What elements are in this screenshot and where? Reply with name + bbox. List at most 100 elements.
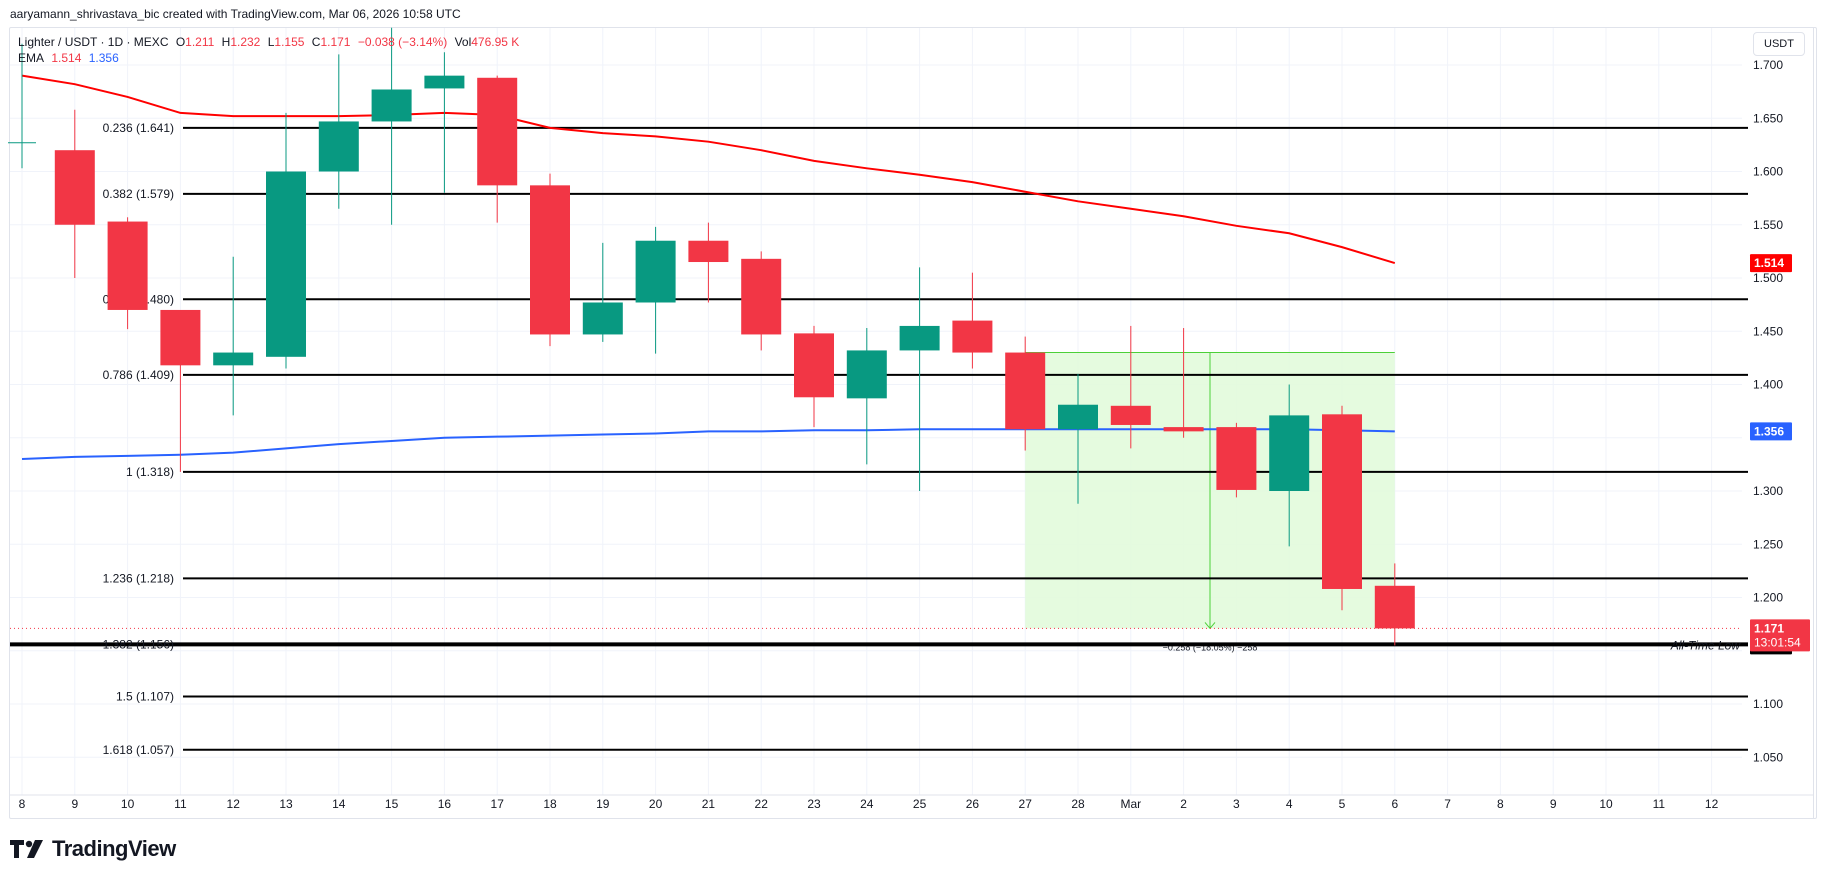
time-tick: 21 <box>702 797 716 811</box>
chart-legend: Lighter / USDT · 1D · MEXC O1.211 H1.232… <box>18 34 523 66</box>
price-tick: 1.500 <box>1753 271 1783 285</box>
price-tick: 1.700 <box>1753 58 1783 72</box>
price-tick: 1.250 <box>1753 537 1783 551</box>
time-tick: 19 <box>596 797 610 811</box>
price-tick: 1.100 <box>1753 697 1783 711</box>
candle[interactable] <box>688 222 729 303</box>
fib-level-label: 0.236 (1.641) <box>103 121 174 135</box>
candle[interactable] <box>1005 336 1046 451</box>
time-tick: 13 <box>279 797 293 811</box>
fib-level-label: 0.786 (1.409) <box>103 368 174 382</box>
candle[interactable] <box>1058 373 1098 504</box>
time-tick: 23 <box>807 797 821 811</box>
candle[interactable] <box>741 251 782 351</box>
time-tick: 6 <box>1391 797 1398 811</box>
time-axis[interactable]: 8 9 10 11 12 13 14 15 16 17 18 19 20 21 22 23 24 25 26 27 28… <box>19 797 1719 811</box>
price-axis-divider <box>1813 28 1814 818</box>
time-tick: 9 <box>1550 797 1557 811</box>
candle[interactable] <box>1110 325 1151 449</box>
time-tick: 15 <box>385 797 399 811</box>
chart-frame <box>9 27 1817 819</box>
candle[interactable] <box>1269 384 1310 547</box>
svg-text:1.171: 1.171 <box>1754 621 1784 635</box>
candle[interactable] <box>107 217 148 330</box>
time-tick: 7 <box>1444 797 1451 811</box>
price-tick: 1.300 <box>1753 484 1783 498</box>
candle[interactable] <box>371 27 412 225</box>
grid <box>10 28 1742 795</box>
tradingview-brand: TradingView <box>52 836 176 861</box>
candle[interactable] <box>1374 563 1415 646</box>
time-tick: 25 <box>913 797 927 811</box>
time-tick: 26 <box>966 797 980 811</box>
candle[interactable] <box>1322 405 1362 611</box>
time-tick: 24 <box>860 797 874 811</box>
price-tick: 1.050 <box>1753 750 1783 764</box>
time-tick: 20 <box>649 797 663 811</box>
all-time-low-annotation[interactable]: All-Time Low <box>1655 638 1742 652</box>
ema-long-price-badge: 1.514 <box>1750 254 1792 273</box>
candle[interactable] <box>846 328 887 465</box>
candle[interactable] <box>477 75 518 223</box>
close-value: C1.171 <box>311 35 351 49</box>
candle[interactable] <box>160 309 201 472</box>
candle[interactable] <box>8 43 36 169</box>
svg-text:1.356: 1.356 <box>1754 424 1784 438</box>
time-tick: 27 <box>1019 797 1033 811</box>
price-tick: 1.450 <box>1753 324 1783 338</box>
time-tick: 2 <box>1180 797 1187 811</box>
time-tick: 17 <box>491 797 505 811</box>
symbol-row: Lighter / USDT · 1D · MEXC O1.211 H1.232… <box>18 34 523 50</box>
candle[interactable] <box>1163 328 1204 438</box>
price-tick: 1.550 <box>1753 218 1783 232</box>
symbol-title[interactable]: Lighter / USDT · 1D · MEXC <box>18 35 169 49</box>
high-value: H1.232 <box>221 35 261 49</box>
time-tick: 8 <box>1497 797 1504 811</box>
time-tick: 10 <box>121 797 135 811</box>
candle[interactable] <box>530 173 570 347</box>
measure-label: −0.258 (−18.05%) −258 <box>1163 642 1258 652</box>
svg-text:1.514: 1.514 <box>1754 256 1784 270</box>
change-value: −0.038 (−3.14%) <box>357 35 448 49</box>
candle[interactable] <box>1216 422 1257 498</box>
candle[interactable] <box>424 52 465 193</box>
time-tick: 3 <box>1233 797 1240 811</box>
time-tick: Mar <box>1120 797 1141 811</box>
time-tick: 28 <box>1071 797 1085 811</box>
time-tick: 4 <box>1286 797 1293 811</box>
candle[interactable] <box>213 256 254 416</box>
price-tick: 1.600 <box>1753 165 1783 179</box>
candle[interactable] <box>54 109 95 278</box>
time-tick: 5 <box>1339 797 1346 811</box>
candle[interactable] <box>582 242 623 342</box>
ema-row[interactable]: EMA 1.514 1.356 <box>18 50 523 66</box>
time-tick: 12 <box>227 797 241 811</box>
bar-countdown: 13:01:54 <box>1754 635 1801 649</box>
candle[interactable] <box>266 112 306 369</box>
open-value: O1.211 <box>175 35 215 49</box>
tradingview-logo: TradingView <box>10 836 176 862</box>
candle[interactable] <box>899 267 940 491</box>
fib-level-label: 1 (1.318) <box>126 465 174 479</box>
time-tick: 10 <box>1599 797 1613 811</box>
candles <box>8 27 1415 646</box>
candle[interactable] <box>635 226 676 354</box>
fib-level-label: 1.382 (1.156) <box>103 637 174 651</box>
chart-credit: aaryamann_shrivastava_bic created with T… <box>10 7 461 21</box>
low-value: L1.155 <box>267 35 305 49</box>
time-tick: 18 <box>543 797 557 811</box>
candle[interactable] <box>952 272 993 369</box>
fib-level-label: 0.382 (1.579) <box>103 187 174 201</box>
currency-button[interactable]: USDT <box>1753 32 1805 56</box>
fibonacci-extension[interactable]: 0.236 (1.641)0.382 (1.579)0.618 (1.480)0… <box>10 121 1748 757</box>
price-axis[interactable]: 1.700 1.650 1.600 1.550 1.500 1.450 1.400 1.300… <box>1750 58 1810 764</box>
time-tick: 14 <box>332 797 346 811</box>
ema-short-price-badge: 1.356 <box>1750 422 1792 441</box>
ema-short-value: 1.356 <box>88 51 119 65</box>
ema-long-line[interactable] <box>21 74 1396 265</box>
price-tick: 1.400 <box>1753 378 1783 392</box>
candle[interactable] <box>318 54 359 209</box>
candle[interactable] <box>794 325 834 428</box>
time-tick: 22 <box>755 797 769 811</box>
